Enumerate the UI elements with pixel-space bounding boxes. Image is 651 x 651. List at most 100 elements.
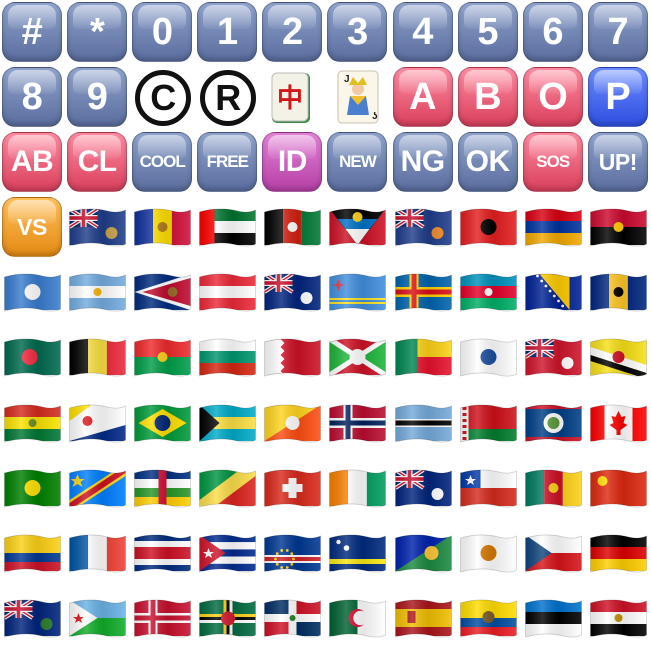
flag-bermuda-icon[interactable] [521, 325, 586, 390]
flag-cote-divoire-icon[interactable] [325, 456, 390, 521]
flag-congo-kinshasa-icon[interactable] [65, 456, 130, 521]
flag-bhutan-icon[interactable] [260, 391, 325, 456]
flag-bangladesh-icon[interactable] [0, 325, 65, 390]
flag-caribbean-netherlands-icon[interactable] [65, 391, 130, 456]
new-button-icon[interactable]: NEW [325, 130, 390, 195]
flag-dominican-republic-icon[interactable] [260, 586, 325, 651]
flag-bahrain-icon[interactable] [260, 325, 325, 390]
flag-ecuador-icon[interactable] [456, 586, 521, 651]
flag-armenia-icon[interactable] [521, 195, 586, 260]
joker-card-icon[interactable]: J ʖ [325, 65, 390, 130]
flag-brunei-icon[interactable] [586, 325, 651, 390]
flag-anguilla-icon[interactable] [391, 195, 456, 260]
keycap-5-icon[interactable]: 5 [456, 0, 521, 65]
flag-congo-brazzaville-icon[interactable] [195, 456, 260, 521]
copyright-icon[interactable]: C [130, 65, 195, 130]
flag-burkina-faso-icon[interactable] [130, 325, 195, 390]
ok-button-icon[interactable]: OK [456, 130, 521, 195]
flag-bahamas-icon[interactable] [195, 391, 260, 456]
flag-algeria-icon[interactable] [325, 586, 390, 651]
flag-colombia-icon[interactable] [0, 521, 65, 586]
letter-a-button-icon[interactable]: A [391, 65, 456, 130]
flag-argentina-icon[interactable] [65, 260, 130, 325]
flag-central-african-republic-icon[interactable] [130, 456, 195, 521]
vs-button-icon[interactable]: VS [0, 195, 65, 260]
flag-bolivia-icon[interactable] [0, 391, 65, 456]
flag-bulgaria-icon[interactable] [195, 325, 260, 390]
flag-canada-icon[interactable] [586, 391, 651, 456]
flag-cyprus-icon[interactable] [456, 521, 521, 586]
flag-afghanistan-icon[interactable] [260, 195, 325, 260]
flag-cuba-icon[interactable] [195, 521, 260, 586]
flag-cape-verde-icon[interactable] [260, 521, 325, 586]
keycap-6-icon[interactable]: 6 [521, 0, 586, 65]
id-button-icon[interactable]: ID [260, 130, 325, 195]
flag-united-arab-emirates-icon[interactable] [195, 195, 260, 260]
flag-cameroon-icon[interactable] [521, 456, 586, 521]
flag-china-icon[interactable] [586, 456, 651, 521]
up-button-icon[interactable]: UP! [586, 130, 651, 195]
letter-p-button-icon[interactable]: P [586, 65, 651, 130]
flag-azerbaijan-icon[interactable] [456, 260, 521, 325]
flag-burundi-icon[interactable] [325, 325, 390, 390]
keycap-hash-icon[interactable]: # [0, 0, 65, 65]
flag-antarctica-icon[interactable] [0, 260, 65, 325]
flag-benin-icon[interactable] [391, 325, 456, 390]
flag-brazil-icon[interactable] [130, 391, 195, 456]
flag-denmark-icon[interactable] [130, 586, 195, 651]
flag-andorra-icon[interactable] [130, 195, 195, 260]
keycap-2-icon[interactable]: 2 [260, 0, 325, 65]
flag-botswana-icon[interactable] [391, 391, 456, 456]
keycap-3-icon[interactable]: 3 [325, 0, 390, 65]
keycap-9-icon[interactable]: 9 [65, 65, 130, 130]
flag-aland-islands-icon[interactable] [391, 260, 456, 325]
flag-belize-icon[interactable] [521, 391, 586, 456]
cl-button-icon[interactable]: CL [65, 130, 130, 195]
flag-djibouti-icon[interactable] [65, 586, 130, 651]
flag-switzerland-icon[interactable] [260, 456, 325, 521]
keycap-7-icon[interactable]: 7 [586, 0, 651, 65]
flag-belgium-icon[interactable] [65, 325, 130, 390]
ab-button-icon[interactable]: AB [0, 130, 65, 195]
flag-ascension-island-icon[interactable] [65, 195, 130, 260]
flag-chile-icon[interactable] [456, 456, 521, 521]
flag-angola-icon[interactable] [586, 195, 651, 260]
flag-st-barthelemy-icon[interactable] [456, 325, 521, 390]
keycap-1-icon[interactable]: 1 [195, 0, 260, 65]
flag-american-samoa-icon[interactable] [130, 260, 195, 325]
keycap-8-icon[interactable]: 8 [0, 65, 65, 130]
letter-o-button-icon[interactable]: O [521, 65, 586, 130]
flag-curacao-icon[interactable] [325, 521, 390, 586]
flag-costa-rica-icon[interactable] [130, 521, 195, 586]
keycap-4-icon[interactable]: 4 [391, 0, 456, 65]
flag-christmas-island-icon[interactable] [391, 521, 456, 586]
flag-estonia-icon[interactable] [521, 586, 586, 651]
free-button-icon[interactable]: FREE [195, 130, 260, 195]
keycap-0-icon[interactable]: 0 [130, 0, 195, 65]
flag-egypt-icon[interactable] [586, 586, 651, 651]
flag-dominica-icon[interactable] [195, 586, 260, 651]
flag-belarus-icon[interactable] [456, 391, 521, 456]
ng-button-icon[interactable]: NG [391, 130, 456, 195]
flag-albania-icon[interactable] [456, 195, 521, 260]
flag-antigua-barbuda-icon[interactable] [325, 195, 390, 260]
flag-czechia-icon[interactable] [521, 521, 586, 586]
flag-ceuta-melilla-icon[interactable] [391, 586, 456, 651]
flag-aruba-icon[interactable] [325, 260, 390, 325]
flag-cocos-islands-icon[interactable] [0, 456, 65, 521]
registered-icon[interactable]: R [195, 65, 260, 130]
flag-diego-garcia-icon[interactable] [0, 586, 65, 651]
flag-austria-icon[interactable] [195, 260, 260, 325]
keycap-asterisk-icon[interactable]: * [65, 0, 130, 65]
flag-clipperton-island-icon[interactable] [65, 521, 130, 586]
cool-button-icon[interactable]: COOL [130, 130, 195, 195]
flag-cook-islands-icon[interactable] [391, 456, 456, 521]
flag-bosnia-herzegovina-icon[interactable] [521, 260, 586, 325]
mahjong-red-dragon-icon[interactable]: 中 [260, 65, 325, 130]
flag-barbados-icon[interactable] [586, 260, 651, 325]
flag-australia-icon[interactable] [260, 260, 325, 325]
letter-b-button-icon[interactable]: B [456, 65, 521, 130]
flag-bouvet-island-icon[interactable] [325, 391, 390, 456]
flag-germany-icon[interactable] [586, 521, 651, 586]
sos-button-icon[interactable]: SOS [521, 130, 586, 195]
